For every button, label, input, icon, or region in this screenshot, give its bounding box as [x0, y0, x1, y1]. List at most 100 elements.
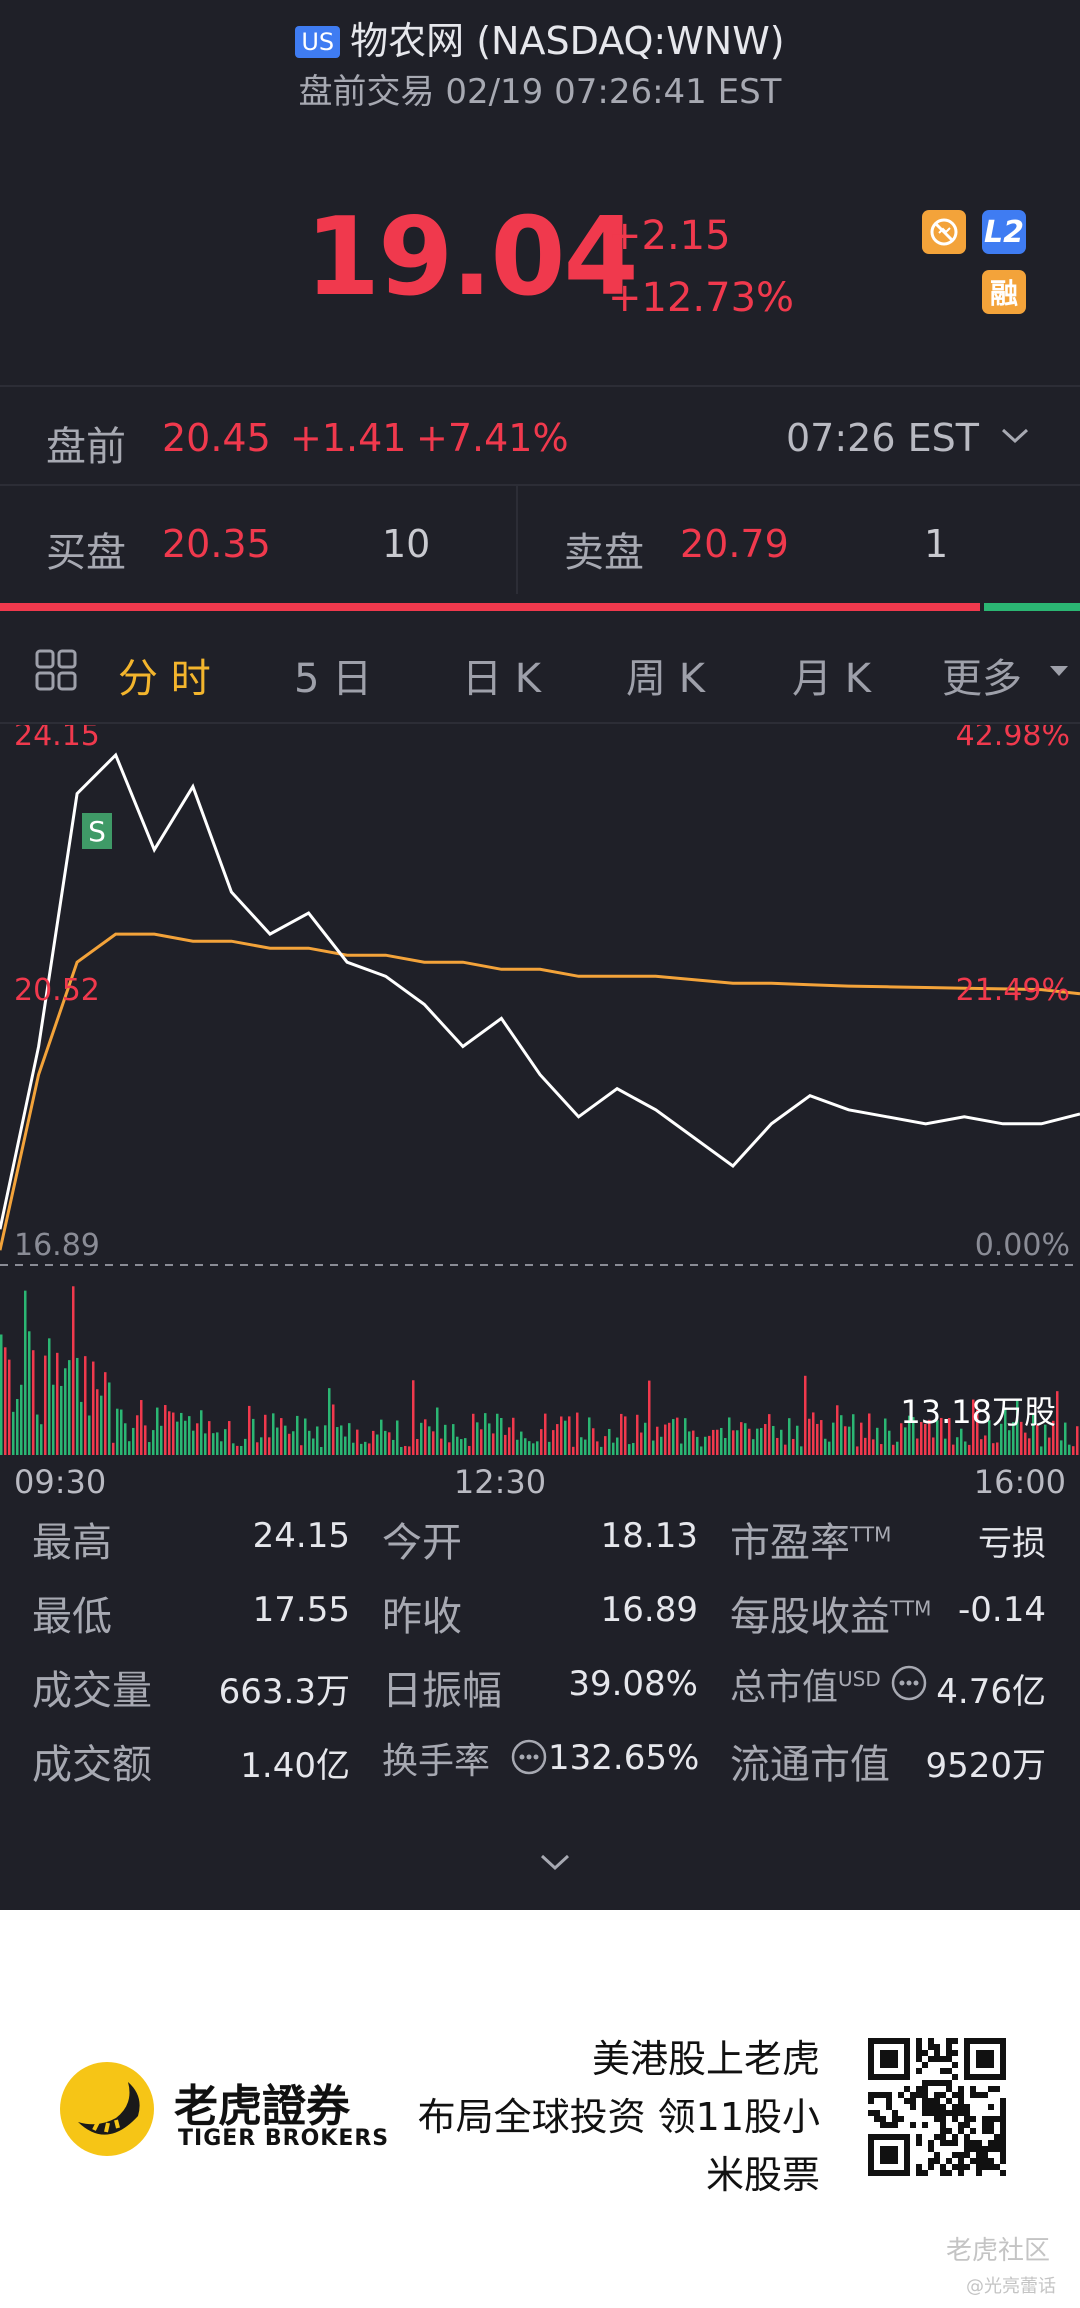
volume-bar	[608, 1428, 611, 1455]
l2-badge[interactable]: L2	[982, 210, 1026, 254]
tab-month-k[interactable]: 月 K	[792, 656, 871, 702]
volume-bar	[784, 1444, 787, 1455]
divider	[0, 722, 1080, 724]
volume-bar	[832, 1422, 835, 1455]
divider	[0, 484, 1080, 486]
volume-bar	[132, 1427, 135, 1455]
y-tick-left: 24.15	[14, 725, 100, 753]
volume-bar	[252, 1418, 255, 1455]
volume-bar	[1044, 1424, 1047, 1455]
stat-sup: TTM	[850, 1522, 892, 1547]
volume-bar	[720, 1427, 723, 1455]
premarket-change: +1.41	[290, 416, 407, 460]
volume-bar	[760, 1428, 763, 1455]
tab-timeshare[interactable]: 分 时	[118, 656, 211, 702]
volume-bar	[172, 1412, 175, 1455]
volume-bar	[724, 1438, 727, 1455]
volume-bar	[864, 1437, 867, 1455]
brand-name-cn: 老虎證券	[174, 2081, 350, 2132]
volume-bar	[44, 1355, 47, 1455]
volume-bar	[396, 1420, 399, 1455]
volume-bar	[708, 1435, 711, 1455]
chart-canvas: 24.15 20.52 16.89 42.98% 21.49% 0.00% S 13.1…	[0, 718, 1080, 1501]
volume-bar	[416, 1438, 419, 1455]
info-more-icon[interactable]	[890, 1664, 928, 1702]
volume-bar	[308, 1430, 311, 1455]
volume-bar	[224, 1429, 227, 1455]
tab-five-day[interactable]: 5 日	[294, 656, 373, 702]
volume-bar	[924, 1423, 927, 1455]
ask-ratio	[984, 603, 1080, 611]
volume-bar	[516, 1439, 519, 1455]
volume-bar	[76, 1357, 79, 1455]
volume-bar	[728, 1417, 731, 1455]
premarket-price: 20.45	[162, 416, 271, 460]
volume-bar	[284, 1425, 287, 1455]
volume-bar	[120, 1409, 123, 1455]
volume-bar	[808, 1418, 811, 1455]
volume-bar	[400, 1446, 403, 1455]
no-short-icon[interactable]	[922, 210, 966, 254]
volume-bar	[984, 1435, 987, 1455]
volume-bar	[580, 1437, 583, 1455]
tab-more[interactable]: 更多	[942, 656, 1022, 702]
bid-price: 20.35	[162, 522, 271, 566]
info-more-icon[interactable]	[510, 1738, 548, 1776]
intraday-chart[interactable]: 24.15 20.52 16.89 42.98% 21.49% 0.00% S 13.1…	[0, 718, 1080, 1501]
market-badge: US	[295, 26, 341, 58]
slogan-line: 布局全球投资 领11股小	[417, 2095, 820, 2139]
volume-bar	[532, 1443, 535, 1455]
volume-bar	[208, 1421, 211, 1455]
volume-bar	[600, 1446, 603, 1455]
volume-bar	[124, 1423, 127, 1455]
volume-bar	[16, 1399, 19, 1455]
caret-down-icon[interactable]	[1048, 664, 1070, 678]
volume-bar	[1012, 1422, 1015, 1455]
volume-bar	[448, 1442, 451, 1455]
volume-bar	[588, 1417, 591, 1455]
volume-bar	[388, 1432, 391, 1455]
volume-bar	[740, 1422, 743, 1455]
volume-bar	[960, 1428, 963, 1455]
volume-bar	[288, 1433, 291, 1455]
volume-bar	[736, 1430, 739, 1455]
volume-bar	[900, 1423, 903, 1455]
volume-bar	[296, 1415, 299, 1455]
volume-bar	[972, 1399, 975, 1455]
volume-bar	[856, 1446, 859, 1455]
volume-bar	[304, 1418, 307, 1455]
volume-bar	[828, 1441, 831, 1455]
premarket-change-pct: +7.41%	[416, 416, 569, 460]
slogan: 美港股上老虎 布局全球投资 领11股小 米股票	[400, 2030, 820, 2204]
volume-bar	[912, 1417, 915, 1455]
volume-bar	[488, 1423, 491, 1455]
last-price: 19.04	[305, 195, 639, 320]
volume-bar	[676, 1417, 679, 1455]
volume-bar	[1076, 1426, 1079, 1455]
volume-bar	[1016, 1399, 1019, 1455]
volume-bar	[316, 1426, 319, 1455]
grid-icon[interactable]	[34, 648, 78, 692]
y-tick-right: 21.49%	[956, 973, 1070, 1008]
margin-badge[interactable]: 融	[982, 270, 1026, 314]
volume-bar	[824, 1438, 827, 1455]
tab-week-k[interactable]: 周 K	[626, 656, 705, 702]
volume-bar	[732, 1430, 735, 1455]
volume-bar	[848, 1426, 851, 1455]
tab-day-k[interactable]: 日 K	[462, 656, 541, 702]
volume-bar	[492, 1433, 495, 1455]
volume-bar	[560, 1416, 563, 1455]
volume-bar	[604, 1436, 607, 1455]
promo-footer: 老虎證券 TIGER BROKERS 美港股上老虎 布局全球投资 领11股小 米…	[0, 1910, 1080, 2308]
premarket-row[interactable]: 盘前 20.45 +1.41 +7.41% 07:26 EST	[0, 388, 1080, 484]
volume-bar	[692, 1430, 695, 1455]
chevron-down-icon[interactable]	[998, 424, 1032, 448]
volume-bar	[408, 1446, 411, 1455]
volume-bar	[256, 1442, 259, 1455]
volume-bar	[1060, 1440, 1063, 1455]
volume-bar	[780, 1429, 783, 1455]
volume-bar	[716, 1429, 719, 1455]
expand-chevron-icon[interactable]	[538, 1852, 572, 1874]
stock-name: 物农网 (NASDAQ:WNW)	[350, 19, 785, 63]
stat-value: 4.76亿	[936, 1672, 1046, 1712]
